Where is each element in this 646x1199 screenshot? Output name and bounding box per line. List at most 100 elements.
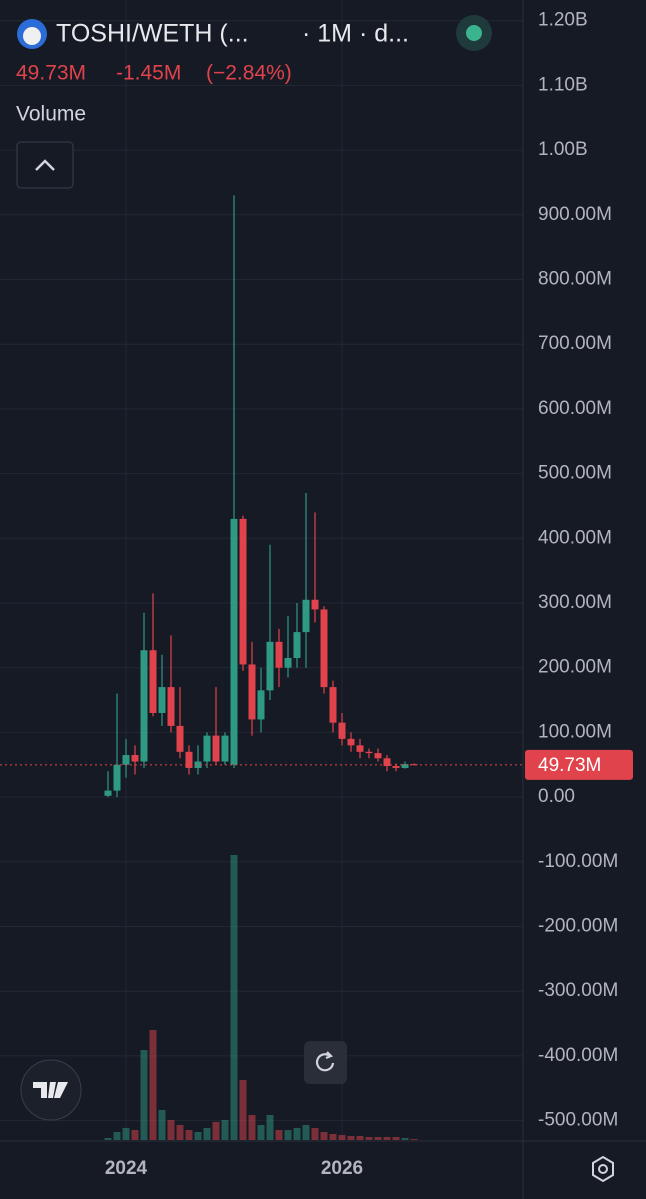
volume-bar: [167, 1120, 175, 1140]
collapse-icon: [35, 159, 55, 171]
collapse-button[interactable]: [16, 141, 74, 189]
candle-body: [410, 764, 418, 766]
volume-bar: [338, 1135, 346, 1140]
candle-body: [194, 761, 202, 768]
volume-bar: [365, 1137, 373, 1140]
status-dot: [466, 25, 482, 41]
volume-bar: [293, 1128, 301, 1140]
candle-body: [275, 641, 283, 668]
volume-bar: [401, 1138, 409, 1140]
candle-body: [392, 766, 400, 768]
volume-bar: [131, 1130, 139, 1140]
settings-icon: [598, 1164, 608, 1174]
candle-body: [185, 751, 193, 768]
volume-bar: [284, 1130, 292, 1140]
volume-bar: [266, 1115, 274, 1140]
volume-bar: [320, 1132, 328, 1140]
volume-bar: [329, 1134, 337, 1140]
volume-bar: [311, 1128, 319, 1140]
y-tick-label: -300.00M: [538, 980, 618, 1001]
candle-body: [311, 599, 319, 610]
symbol[interactable]: TOSHI/WETH (...: [56, 20, 249, 48]
interval[interactable]: · 1M · d...: [302, 20, 409, 48]
candle-body: [293, 632, 301, 658]
y-tick-label: 800.00M: [538, 269, 612, 290]
volume-bar: [185, 1130, 193, 1140]
candle-body: [203, 735, 211, 762]
volume-bar: [194, 1132, 202, 1140]
settings-button[interactable]: [592, 1155, 614, 1183]
candle-body: [140, 650, 148, 762]
change-percent: (−2.84%): [206, 62, 292, 85]
volume-bar: [203, 1128, 211, 1140]
candle-body: [329, 687, 337, 723]
volume-bar: [149, 1030, 157, 1140]
candle-body: [383, 758, 391, 767]
candle-body: [257, 690, 265, 720]
candle-body: [113, 764, 121, 791]
y-tick-label: 400.00M: [538, 527, 612, 548]
volume-bar: [248, 1115, 256, 1140]
volume-bar: [239, 1080, 247, 1140]
volume-bar: [122, 1128, 130, 1140]
volume-bar: [230, 855, 238, 1140]
y-tick-label: 100.00M: [538, 721, 612, 742]
y-tick-label: -200.00M: [538, 916, 618, 937]
y-tick-label: 1.10B: [538, 74, 588, 95]
volume-bar: [257, 1125, 265, 1140]
volume-bar: [374, 1137, 382, 1140]
y-tick-label: 700.00M: [538, 333, 612, 354]
volume-bar: [212, 1122, 220, 1140]
y-tick-label: 300.00M: [538, 592, 612, 613]
last-price-box: [525, 749, 633, 780]
x-tick-label: 2026: [321, 1158, 363, 1179]
candle-body: [356, 745, 364, 752]
volume-bar: [383, 1137, 391, 1140]
volume-label: Volume: [16, 103, 86, 126]
y-tick-label: 1.20B: [538, 10, 588, 31]
logo: [33, 1082, 68, 1098]
y-tick-label: 600.00M: [538, 398, 612, 419]
candle-body: [167, 687, 175, 726]
candle-body: [374, 753, 382, 759]
candle-body: [401, 764, 409, 768]
y-tick-label: 200.00M: [538, 657, 612, 678]
candle-body: [347, 738, 355, 746]
volume-bar: [356, 1136, 364, 1140]
candle-body: [212, 735, 220, 762]
ohlc-close: 49.73M: [16, 62, 86, 85]
change: -1.45M: [116, 62, 181, 85]
volume-bar: [158, 1110, 166, 1140]
symbol-icon: [23, 27, 41, 45]
reset-button[interactable]: [304, 1041, 347, 1084]
volume-bar: [176, 1125, 184, 1140]
volume-bar: [221, 1120, 229, 1140]
y-tick-label: -500.00M: [538, 1110, 618, 1131]
candle-body: [320, 609, 328, 688]
candle-body: [239, 518, 247, 665]
x-tick-label: 2024: [105, 1158, 148, 1179]
reset-icon: [325, 1051, 333, 1060]
candle-body: [221, 735, 229, 762]
reset-icon: [315, 1053, 335, 1072]
candle-body: [230, 518, 238, 765]
candle-body: [248, 664, 256, 720]
candle-body: [365, 751, 373, 754]
volume-bar: [104, 1138, 112, 1140]
last-price-label: 49.73M: [538, 755, 601, 776]
candle-body: [149, 650, 157, 713]
candle-body: [338, 722, 346, 739]
candle-body: [302, 599, 310, 633]
y-tick-label: 0.00: [538, 786, 575, 807]
volume-bar: [392, 1137, 400, 1140]
candle-body: [158, 687, 166, 713]
y-tick-label: 500.00M: [538, 463, 612, 484]
candle-body: [176, 725, 184, 752]
y-tick-label: 1.00B: [538, 139, 588, 160]
volume-bar: [347, 1136, 355, 1140]
volume-bar: [113, 1132, 121, 1140]
candle-body: [131, 755, 139, 762]
candle-body: [122, 755, 130, 765]
